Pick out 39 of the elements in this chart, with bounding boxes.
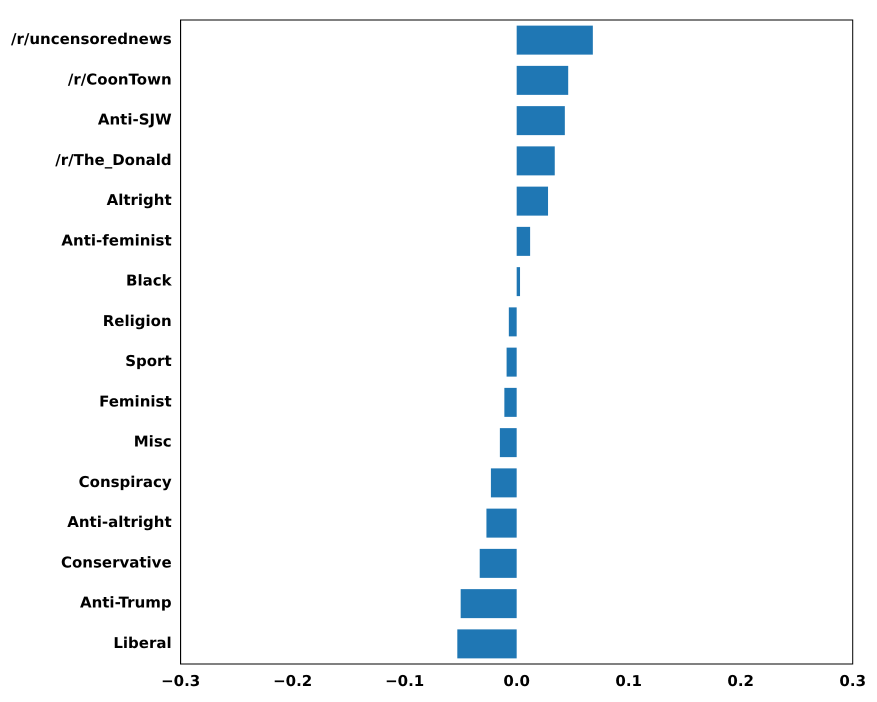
x-tick-label: 0.0 [503,672,530,690]
bar [516,66,568,95]
x-tick-label: −0.1 [385,672,424,690]
y-tick-label: Religion [102,312,172,330]
y-tick-label: Altright [106,191,172,210]
bar [516,106,565,136]
y-tick-label: Conservative [60,553,172,572]
x-tick-label: 0.3 [839,672,866,690]
y-tick-label: Anti-Trump [80,594,172,612]
bar [516,226,530,256]
y-tick-label: Liberal [113,634,172,652]
y-tick-label: Black [126,272,173,290]
bar [490,468,517,498]
bar [508,307,517,336]
y-tick-label: Misc [134,432,172,451]
bar [506,348,517,377]
bar [516,186,548,216]
bar [504,388,517,417]
bar [500,428,517,458]
bar [516,267,520,296]
x-tick-label: 0.1 [615,672,642,690]
x-tick-label: −0.2 [273,672,312,690]
bar [516,26,593,55]
bar [480,548,517,578]
y-tick-label: Anti-SJW [98,110,172,129]
y-tick-label: Anti-altright [67,513,172,532]
x-tick-label: −0.3 [161,672,200,690]
bar [486,508,517,538]
bar [460,589,517,618]
x-tick-label: 0.2 [727,672,754,690]
y-tick-label: Sport [125,352,172,370]
y-tick-label: /r/The_Donald [55,150,172,169]
y-tick-label: Conspiracy [78,472,172,491]
y-tick-label: /r/CoonTown [68,70,172,88]
bar [516,146,555,176]
y-tick-label: /r/uncensorednews [10,30,172,48]
bar [457,629,517,658]
y-tick-label: Feminist [99,392,172,410]
y-tick-label: Anti-feminist [61,231,172,250]
